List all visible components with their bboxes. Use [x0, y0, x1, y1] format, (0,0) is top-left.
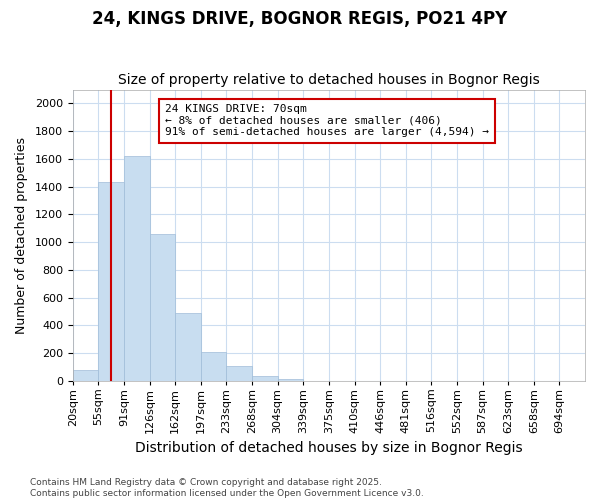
X-axis label: Distribution of detached houses by size in Bognor Regis: Distribution of detached houses by size …	[135, 441, 523, 455]
Bar	[73, 370, 98, 380]
Text: 24, KINGS DRIVE, BOGNOR REGIS, PO21 4PY: 24, KINGS DRIVE, BOGNOR REGIS, PO21 4PY	[92, 10, 508, 28]
Bar	[252, 376, 278, 380]
Bar	[278, 378, 303, 380]
Bar	[226, 366, 252, 380]
Bar	[98, 182, 124, 380]
Bar	[175, 313, 201, 380]
Bar	[124, 156, 149, 380]
Text: 24 KINGS DRIVE: 70sqm
← 8% of detached houses are smaller (406)
91% of semi-deta: 24 KINGS DRIVE: 70sqm ← 8% of detached h…	[165, 104, 489, 138]
Bar	[149, 234, 175, 380]
Title: Size of property relative to detached houses in Bognor Regis: Size of property relative to detached ho…	[118, 73, 540, 87]
Text: Contains HM Land Registry data © Crown copyright and database right 2025.
Contai: Contains HM Land Registry data © Crown c…	[30, 478, 424, 498]
Bar	[201, 352, 226, 380]
Y-axis label: Number of detached properties: Number of detached properties	[15, 136, 28, 334]
